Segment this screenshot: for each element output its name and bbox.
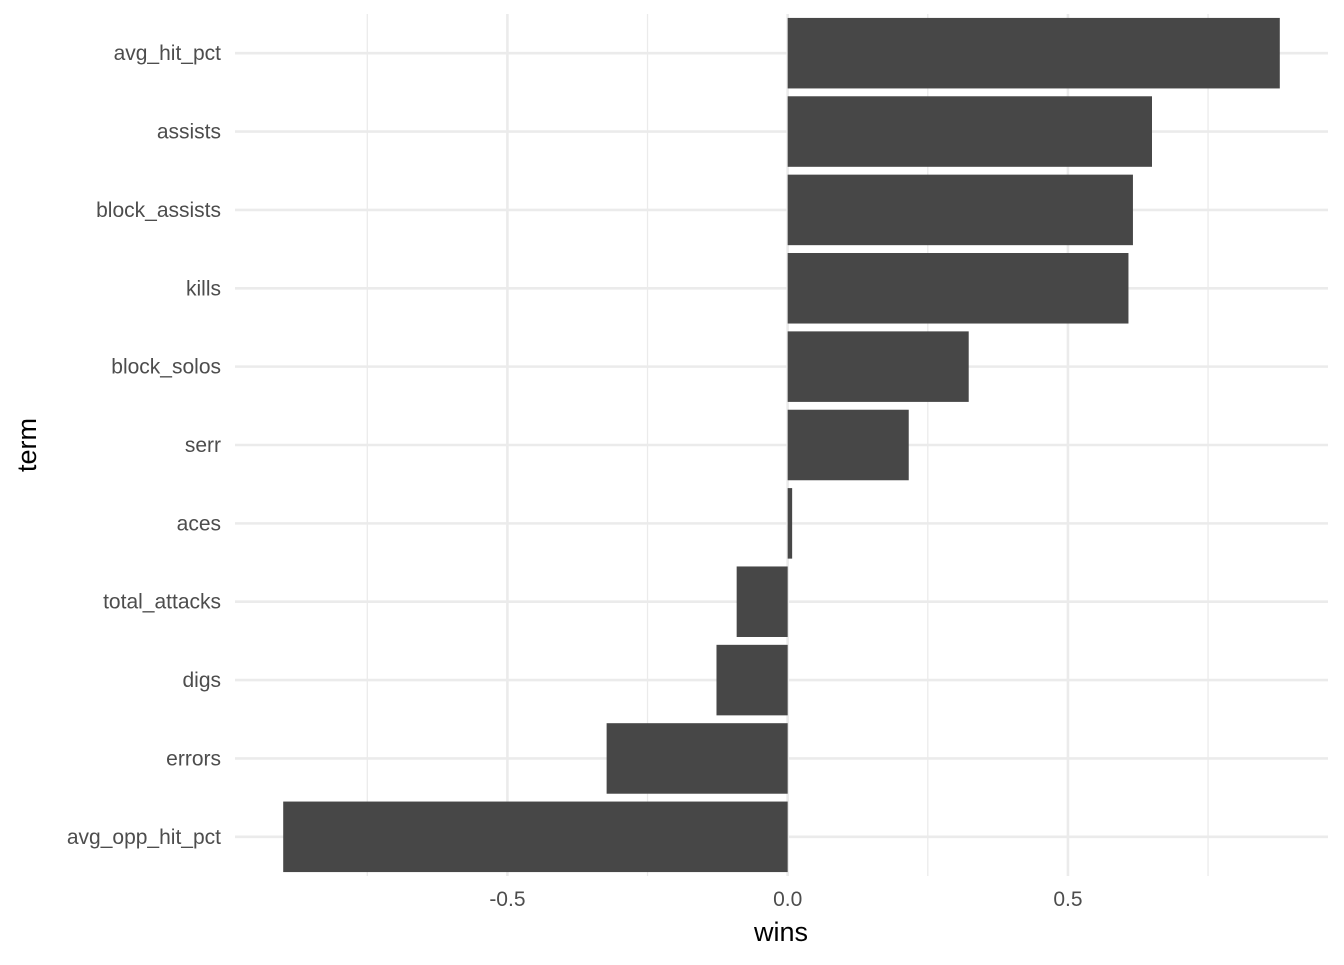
x-tick-label: -0.5 [489, 888, 525, 911]
y-tick-label: kills [186, 277, 221, 300]
x-tick-label: 0.0 [773, 888, 802, 911]
y-tick-label: aces [177, 512, 221, 535]
y-tick-label: total_attacks [103, 591, 221, 614]
y-tick-label: block_solos [111, 356, 221, 379]
bar-avg_hit_pct [787, 17, 1280, 89]
y-tick-label: assists [157, 121, 221, 144]
bar-block_solos [787, 331, 969, 402]
bar-serr [787, 409, 909, 481]
y-tick-label: serr [185, 434, 221, 457]
x-axis-tick-labels: -0.5 0.0 0.5 [489, 888, 1082, 911]
y-tick-label: errors [166, 747, 221, 770]
bar-kills [787, 253, 1129, 324]
bar-assists [787, 96, 1152, 167]
y-tick-label: avg_hit_pct [114, 42, 222, 65]
bar-errors [606, 723, 788, 794]
y-tick-label: block_assists [96, 199, 221, 222]
x-axis-title: wins [753, 917, 808, 947]
bar-block_assists [787, 174, 1133, 246]
bars [283, 17, 1280, 873]
bar-avg_opp_hit_pct [283, 801, 788, 873]
x-tick-label: 0.5 [1053, 888, 1082, 911]
bar-aces [787, 488, 793, 559]
y-tick-label: avg_opp_hit_pct [67, 826, 221, 849]
bar-digs [716, 644, 788, 716]
bar-total_attacks [736, 566, 788, 637]
y-axis-title: term [12, 418, 42, 472]
y-tick-label: digs [182, 669, 221, 692]
